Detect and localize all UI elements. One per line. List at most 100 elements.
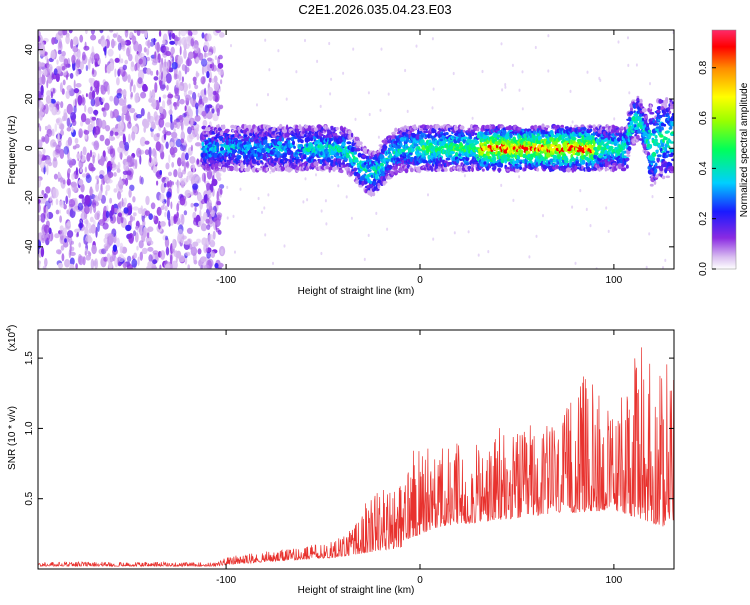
noise-cell: [83, 130, 90, 135]
noise-cell: [109, 30, 114, 33]
noise-cell: [181, 214, 185, 225]
noise-cell: [124, 177, 129, 186]
noise-cell: [177, 157, 182, 167]
noise-cell: [58, 54, 65, 63]
noise-cell: [165, 141, 169, 149]
noise-cell: [45, 159, 50, 165]
noise-cell: [180, 30, 187, 37]
signal-cell: [566, 167, 572, 173]
noise-cell: [150, 102, 156, 107]
noise-cell: [215, 30, 222, 34]
noise-cell: [190, 246, 198, 256]
signal-cell: [356, 173, 361, 177]
noise-cell: [67, 136, 73, 146]
noise-cell: [136, 245, 139, 251]
signal-cell: [229, 165, 235, 172]
noise-cell: [38, 30, 41, 37]
noise-cell: [104, 138, 111, 146]
noise-cell: [135, 114, 143, 119]
noise-cell: [41, 189, 45, 196]
noise-cell: [194, 115, 201, 122]
signal-cell: [330, 155, 334, 159]
noise-cell: [208, 77, 212, 83]
signal-cell: [267, 125, 271, 128]
noise-cell: [175, 138, 182, 148]
signal-cell: [555, 165, 559, 169]
noise-cell: [58, 209, 61, 214]
noise-cell: [177, 57, 184, 65]
noise-cell: [159, 113, 165, 121]
noise-cell: [159, 264, 162, 269]
noise-cell: [49, 196, 53, 202]
noise-cell: [166, 84, 169, 91]
noise-cell: [38, 199, 41, 204]
noise-cell: [127, 121, 132, 129]
noise-cell: [117, 42, 122, 51]
noise-cell: [218, 69, 224, 76]
noise-cell: [156, 41, 160, 53]
noise-cell: [181, 152, 186, 163]
noise-cell: [121, 197, 124, 207]
noise-cell: [129, 184, 135, 191]
noise-cell: [80, 168, 83, 173]
noise-cell: [183, 161, 187, 172]
noise-cell: [65, 90, 71, 99]
noise-cell: [70, 112, 77, 121]
noise-cell: [105, 204, 109, 212]
noise-cell: [47, 63, 53, 72]
noise-cell: [155, 141, 161, 152]
signal-cell: [404, 168, 409, 174]
noise-cell: [144, 210, 151, 216]
noise-cell: [127, 74, 131, 83]
signal-cell: [444, 168, 448, 172]
noise-cell: [169, 141, 174, 147]
noise-cell: [108, 260, 113, 269]
noise-cell: [158, 96, 161, 103]
faint-cell: [452, 71, 455, 76]
noise-cell: [66, 209, 69, 215]
signal-cell: [222, 124, 226, 130]
noise-cell: [57, 41, 63, 53]
faint-cell: [427, 193, 429, 197]
noise-cell: [177, 180, 180, 189]
noise-cell: [165, 263, 170, 269]
noise-cell: [89, 149, 93, 158]
noise-cell: [196, 158, 200, 165]
noise-cell: [178, 114, 184, 123]
noise-cell: [39, 161, 46, 169]
noise-cell: [193, 202, 199, 207]
noise-cell: [216, 214, 222, 222]
noise-cell: [119, 184, 124, 190]
noise-cell: [200, 91, 204, 97]
noise-cell: [184, 66, 190, 73]
signal-cell: [220, 147, 224, 152]
noise-cell: [203, 172, 206, 184]
noise-cell: [66, 187, 71, 195]
noise-cell: [109, 130, 114, 137]
noise-cell: [146, 48, 150, 56]
noise-cell: [91, 67, 95, 75]
faint-cell: [325, 222, 328, 226]
noise-cell: [214, 262, 219, 269]
signal-cell: [300, 139, 304, 144]
signal-cell: [458, 153, 462, 157]
noise-cell: [192, 241, 199, 247]
faint-cell: [342, 71, 345, 75]
noise-cell: [186, 227, 193, 234]
noise-cell: [85, 174, 92, 184]
signal-cell: [410, 167, 414, 173]
noise-cell: [101, 177, 105, 185]
noise-cell: [123, 207, 129, 214]
noise-cell: [180, 129, 185, 141]
faint-cell: [586, 70, 589, 74]
chart-title: C2E1.2026.035.04.23.E03: [298, 2, 451, 17]
noise-cell: [138, 58, 143, 65]
noise-cell: [50, 49, 56, 60]
noise-cell: [38, 123, 41, 128]
noise-cell: [163, 182, 167, 188]
noise-cell: [60, 101, 64, 109]
noise-cell: [144, 149, 150, 156]
noise-cell: [219, 104, 224, 110]
noise-cell: [204, 87, 207, 96]
signal-cell: [313, 161, 319, 167]
